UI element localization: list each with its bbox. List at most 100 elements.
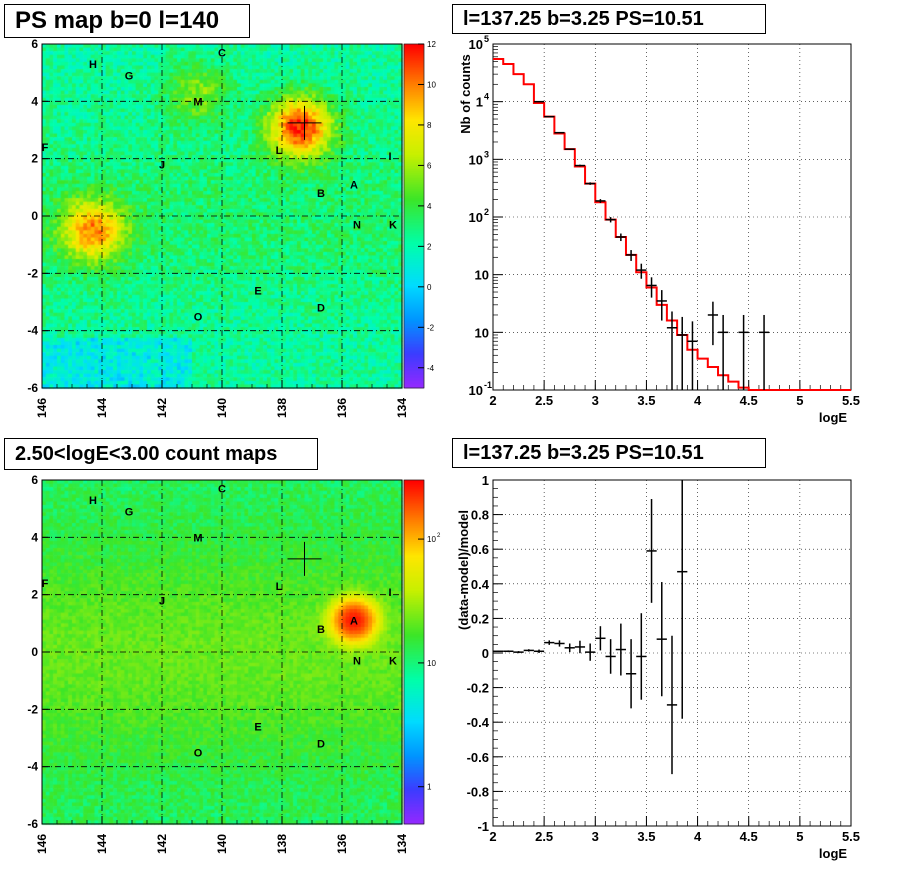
ps_map-xtick-label: 138 (275, 398, 289, 418)
source-label-O: O (194, 747, 203, 759)
source-label-F: F (42, 578, 49, 590)
spectrum-ytick-label: 10 (475, 325, 489, 340)
ps-colorbar-label: -4 (427, 364, 435, 373)
source-label-K: K (389, 220, 397, 232)
ps_map-xtick-label: 136 (335, 398, 349, 418)
spectrum-data-point (554, 131, 565, 134)
spectrum-ytick-label: 10 (475, 268, 489, 283)
spectrum-data-point (533, 100, 545, 103)
spectrum-data-point (718, 314, 729, 390)
spectrum-data-point (646, 277, 657, 298)
ps_map-xtick-label: 140 (215, 398, 229, 418)
source-label-J: J (159, 159, 165, 171)
spectrum-data-point (585, 182, 596, 185)
residual-ytick-label: -0.4 (467, 715, 490, 730)
spectrum-ytick-label: 1 (476, 95, 483, 110)
spectrum-xtick-label: 4 (694, 393, 702, 408)
residual-data-point (666, 635, 678, 775)
spectrum-data-point (615, 233, 626, 242)
source-label-I: I (388, 151, 391, 163)
residual-xtick-label: 5.5 (842, 829, 860, 844)
residual-ytick-label: 0.8 (471, 508, 489, 523)
ps-map-title: PS map b=0 l=140 (4, 4, 250, 38)
spectrum-data-point (687, 321, 698, 390)
count_map-xtick-label: 136 (335, 834, 349, 854)
source-label-M: M (193, 532, 202, 544)
ps-colorbar-label: 4 (427, 202, 432, 211)
source-label-F: F (42, 142, 49, 154)
source-label-M: M (193, 96, 202, 108)
ps_map-colorbar (403, 43, 425, 389)
spectrum-ytick-exponent: 5 (484, 34, 489, 44)
ps-colorbar-label: 6 (427, 161, 432, 170)
count_map-ytick-label: 0 (31, 645, 38, 659)
residual-ytick-label: -0.8 (467, 784, 489, 799)
spectrum-data-point (666, 311, 678, 390)
spectrum-ylabel: Nb of counts (458, 54, 473, 133)
residual-data-point (574, 640, 586, 654)
spectrum-data-point (707, 301, 719, 346)
spectrum-xtick-label: 4.5 (740, 393, 758, 408)
source-label-O: O (194, 311, 203, 323)
residual-xtick-label: 2.5 (535, 829, 553, 844)
residual-data-point (677, 480, 688, 719)
ps-colorbar-label: 10 (427, 80, 436, 89)
ps_map-xtick-label: 142 (155, 398, 169, 418)
source-label-D: D (317, 739, 325, 751)
residual-ytick-label: 0 (482, 646, 489, 661)
source-label-K: K (389, 656, 397, 668)
residual-ytick-label: 1 (482, 473, 489, 488)
residual-ytick-label: 0.2 (471, 611, 489, 626)
residual-data-point (615, 623, 626, 676)
count_map-ytick-label: -4 (27, 760, 38, 774)
residual-ytick-label: 0.4 (471, 577, 490, 592)
count_map-xtick-label: 138 (275, 834, 289, 854)
spectrum-data-point (544, 115, 555, 118)
source-label-N: N (353, 656, 361, 668)
source-label-C: C (218, 48, 226, 60)
source-label-J: J (159, 595, 165, 607)
residual-xtick-label: 3.5 (637, 829, 655, 844)
source-label-C: C (218, 484, 226, 496)
residual-xtick-label: 2 (489, 829, 496, 844)
spectrum-xtick-label: 3 (592, 393, 599, 408)
residual-xtick-label: 3 (592, 829, 599, 844)
spectrum-ytick-label: 10 (469, 152, 483, 167)
ps_map-ytick-label: -4 (27, 324, 38, 338)
spectrum-ytick-label: 10 (469, 37, 483, 52)
count_map-xtick-label: 146 (35, 834, 49, 854)
ps-colorbar-label: 12 (427, 40, 436, 49)
residual-data-point (554, 640, 565, 647)
residual-data-point (625, 639, 637, 709)
count-map-title: 2.50<logE<3.00 count maps (4, 438, 318, 470)
spectrum-xtick-label: 3.5 (637, 393, 655, 408)
spectrum-ytick-label: 10 (469, 210, 483, 225)
count-colorbar-label: 1 (427, 783, 432, 792)
residual-ytick-label: 0.6 (471, 542, 489, 557)
ps-colorbar-label: 8 (427, 121, 432, 130)
spectrum-data-point (574, 164, 586, 167)
spectrum-data-point (625, 250, 637, 261)
ps_map-xtick-label: 134 (395, 398, 409, 418)
ps_map-ytick-label: 2 (31, 152, 38, 166)
source-label-E: E (254, 286, 261, 298)
spectrum-ytick-exponent: 2 (484, 207, 489, 217)
count_map-colorbar (403, 479, 425, 825)
spectrum-data-point (605, 217, 616, 223)
residual-ytick-label: -1 (477, 819, 489, 834)
spectrum-ytick-exponent: -1 (484, 380, 492, 390)
residual-xlabel: logE (819, 846, 847, 861)
source-label-A: A (350, 179, 358, 191)
residual-data-point (533, 649, 545, 653)
residual-data-point (646, 499, 657, 603)
residual-ytick-label: -0.2 (467, 681, 489, 696)
ps_map-xtick-label: 144 (95, 398, 109, 418)
residual-data-point (656, 582, 667, 697)
residual-data-point (513, 651, 524, 654)
spectrum-data-point (677, 316, 688, 390)
spectrum-ytick-exponent: 3 (484, 149, 489, 159)
residual-data-point (605, 639, 616, 674)
spectrum-data-point (564, 148, 575, 150)
spectrum-data-point (595, 199, 606, 203)
residual-data-point (636, 613, 647, 700)
